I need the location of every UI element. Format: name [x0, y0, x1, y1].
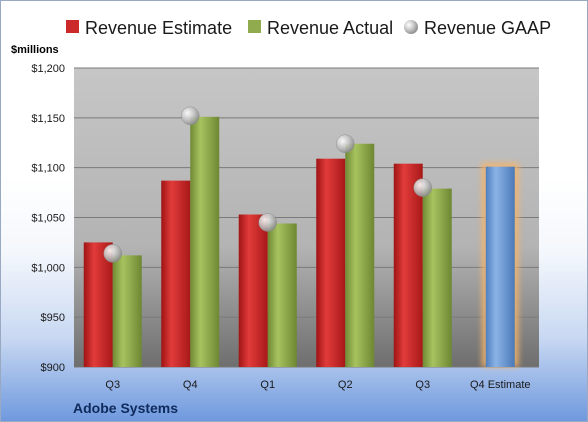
bar-q4-estimate [485, 166, 515, 367]
bar-actual [112, 255, 142, 367]
x-tick-label: Q3 [415, 379, 430, 391]
bar-estimate [238, 214, 268, 367]
y-axis-ticks: $900 $950 $1,000 $1,050 $1,100 $1,150 $1,200 [31, 63, 65, 374]
bar-estimate [393, 163, 423, 367]
y-tick-label: $1,100 [31, 163, 65, 175]
gaap-marker [413, 178, 432, 197]
y-tick-label: $950 [41, 312, 65, 324]
legend-label-gaap: Revenue GAAP [424, 18, 551, 38]
bar-actual [190, 116, 220, 367]
legend-label-actual: Revenue Actual [267, 18, 393, 38]
x-tick-label: Q2 [338, 379, 353, 391]
y-tick-label: $1,150 [31, 113, 65, 125]
legend-label-estimate: Revenue Estimate [85, 18, 232, 38]
gaap-marker [181, 106, 200, 126]
legend-swatch-gaap [404, 20, 418, 34]
bars [83, 106, 519, 367]
gaap-marker [336, 134, 355, 153]
x-tick-label: Q3 [105, 379, 120, 391]
bar-estimate [316, 158, 346, 367]
x-tick-label: Q4 Estimate [470, 379, 531, 391]
y-tick-label: $1,050 [31, 213, 65, 225]
legend-swatch-actual [248, 20, 261, 33]
bar-actual [422, 188, 452, 367]
gridlines [74, 67, 539, 368]
bar-actual [267, 223, 297, 367]
y-tick-label: $900 [41, 362, 65, 374]
bar-estimate [83, 242, 113, 367]
y-tick-label: $1,000 [31, 262, 65, 274]
company-name: Adobe Systems [73, 400, 178, 416]
y-tick-label: $1,200 [31, 63, 65, 75]
gaap-marker [258, 213, 277, 232]
x-tick-label: Q4 [183, 379, 198, 391]
gaap-marker [103, 244, 122, 263]
x-tick-label: Q1 [260, 379, 275, 391]
bar-actual [345, 143, 375, 367]
unit-label: $millions [11, 44, 59, 56]
x-axis-ticks: Q3 Q4 Q1 Q2 Q3 Q4 Estimate [105, 379, 530, 391]
legend-swatch-estimate [66, 20, 79, 33]
bar-estimate [161, 180, 191, 367]
legend: Revenue Estimate Revenue Actual Revenue … [66, 18, 551, 38]
